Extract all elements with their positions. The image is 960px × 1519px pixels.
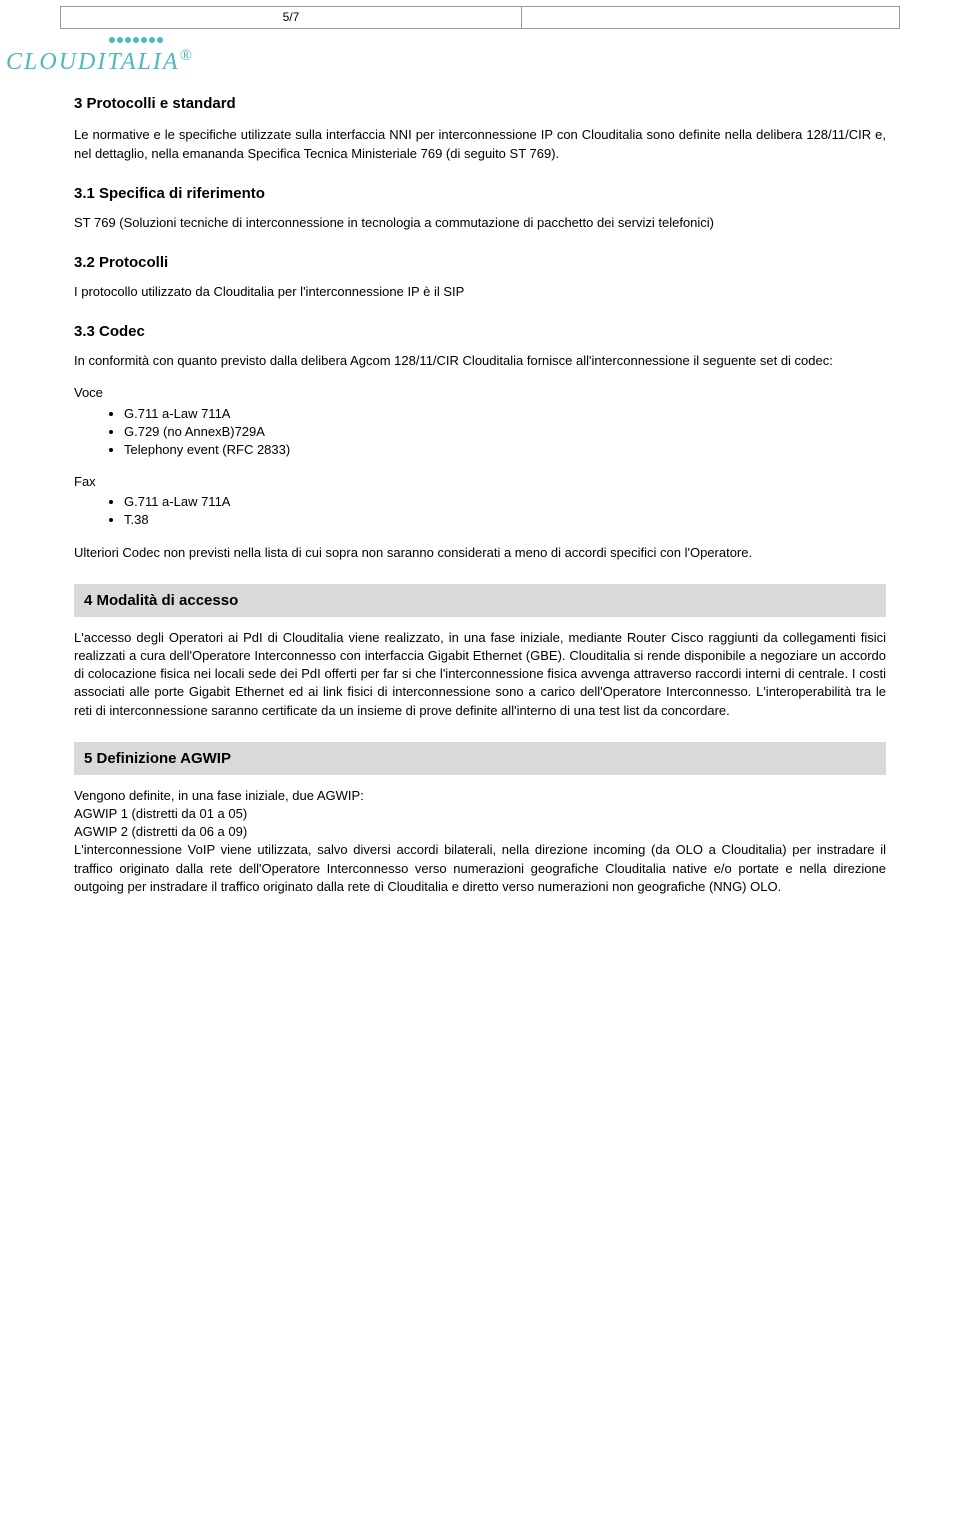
list-item: G.711 a-Law 711A	[124, 493, 886, 511]
list-item: Telephony event (RFC 2833)	[124, 441, 886, 459]
heading-3-1: 3.1 Specifica di riferimento	[74, 183, 886, 204]
paragraph: Ulteriori Codec non previsti nella lista…	[74, 544, 886, 562]
page-number: 5/7	[61, 7, 522, 28]
list-item: G.711 a-Law 711A	[124, 405, 886, 423]
heading-3-3: 3.3 Codec	[74, 321, 886, 342]
logo-text: CLOUDITALIA®	[6, 45, 954, 80]
page-header: 5/7	[60, 6, 900, 29]
paragraph: Le normative e le specifiche utilizzate …	[74, 126, 886, 162]
heading-4: 4 Modalità di accesso	[74, 584, 886, 617]
paragraph: Vengono definite, in una fase iniziale, …	[74, 787, 886, 896]
fax-label: Fax	[74, 473, 886, 491]
paragraph: I protocollo utilizzato da Clouditalia p…	[74, 283, 886, 301]
text-line: AGWIP 2 (distretti da 06 a 09)	[74, 824, 247, 839]
paragraph: L'accesso degli Operatori ai PdI di Clou…	[74, 629, 886, 720]
document-body: 3 Protocolli e standard Le normative e l…	[0, 93, 960, 926]
paragraph: In conformità con quanto previsto dalla …	[74, 352, 886, 370]
text-line: Vengono definite, in una fase iniziale, …	[74, 788, 364, 803]
list-item: G.729 (no AnnexB)729A	[124, 423, 886, 441]
voce-label: Voce	[74, 384, 886, 402]
heading-5: 5 Definizione AGWIP	[74, 742, 886, 775]
heading-3: 3 Protocolli e standard	[74, 93, 886, 114]
logo-dots-icon	[66, 37, 206, 43]
heading-3-2: 3.2 Protocolli	[74, 252, 886, 273]
voce-list: G.711 a-Law 711A G.729 (no AnnexB)729A T…	[124, 405, 886, 460]
fax-list: G.711 a-Law 711A T.38	[124, 493, 886, 529]
text-line: AGWIP 1 (distretti da 01 a 05)	[74, 806, 247, 821]
text-line: L'interconnessione VoIP viene utilizzata…	[74, 842, 886, 893]
logo: CLOUDITALIA®	[6, 37, 954, 80]
list-item: T.38	[124, 511, 886, 529]
paragraph: ST 769 (Soluzioni tecniche di interconne…	[74, 214, 886, 232]
